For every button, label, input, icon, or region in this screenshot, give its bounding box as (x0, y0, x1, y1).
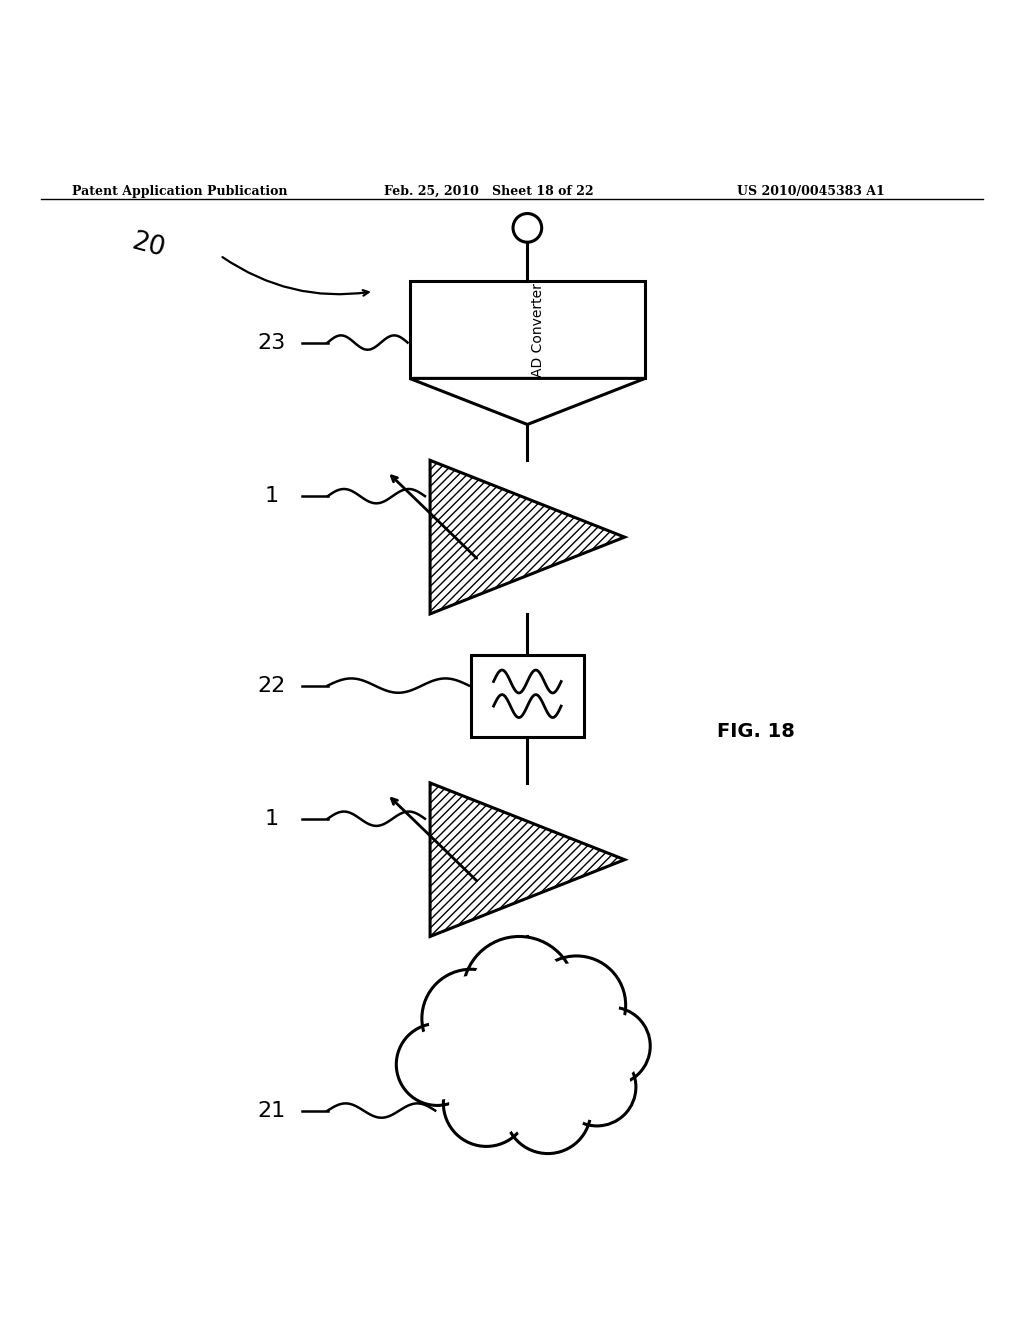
Text: Patent Application Publication: Patent Application Publication (72, 185, 287, 198)
Text: FIG. 18: FIG. 18 (717, 722, 795, 742)
Circle shape (402, 1030, 472, 1100)
Circle shape (450, 1067, 523, 1140)
Polygon shape (430, 783, 625, 936)
Circle shape (429, 977, 513, 1060)
Text: Feb. 25, 2010   Sheet 18 of 22: Feb. 25, 2010 Sheet 18 of 22 (384, 185, 594, 198)
Text: 21: 21 (257, 1101, 286, 1121)
Circle shape (564, 1053, 630, 1121)
Text: AD Converter: AD Converter (530, 282, 545, 376)
Circle shape (527, 956, 626, 1055)
Polygon shape (410, 281, 645, 379)
Circle shape (471, 945, 567, 1040)
Circle shape (572, 1007, 650, 1085)
Circle shape (558, 1048, 636, 1126)
Circle shape (505, 1068, 591, 1154)
Circle shape (535, 964, 618, 1047)
Polygon shape (430, 461, 625, 614)
Text: 1: 1 (264, 486, 279, 506)
Text: 22: 22 (257, 676, 286, 696)
Text: 23: 23 (257, 333, 286, 352)
Circle shape (422, 969, 520, 1068)
Circle shape (511, 1074, 585, 1147)
Text: US 2010/0045383 A1: US 2010/0045383 A1 (737, 185, 885, 198)
Circle shape (463, 936, 575, 1049)
Text: 20: 20 (129, 228, 168, 263)
Polygon shape (437, 993, 611, 1110)
Polygon shape (471, 655, 584, 737)
Circle shape (579, 1012, 644, 1080)
Polygon shape (437, 993, 611, 1110)
Polygon shape (410, 379, 645, 425)
Circle shape (396, 1023, 478, 1105)
Circle shape (443, 1060, 529, 1146)
Text: 1: 1 (264, 809, 279, 829)
